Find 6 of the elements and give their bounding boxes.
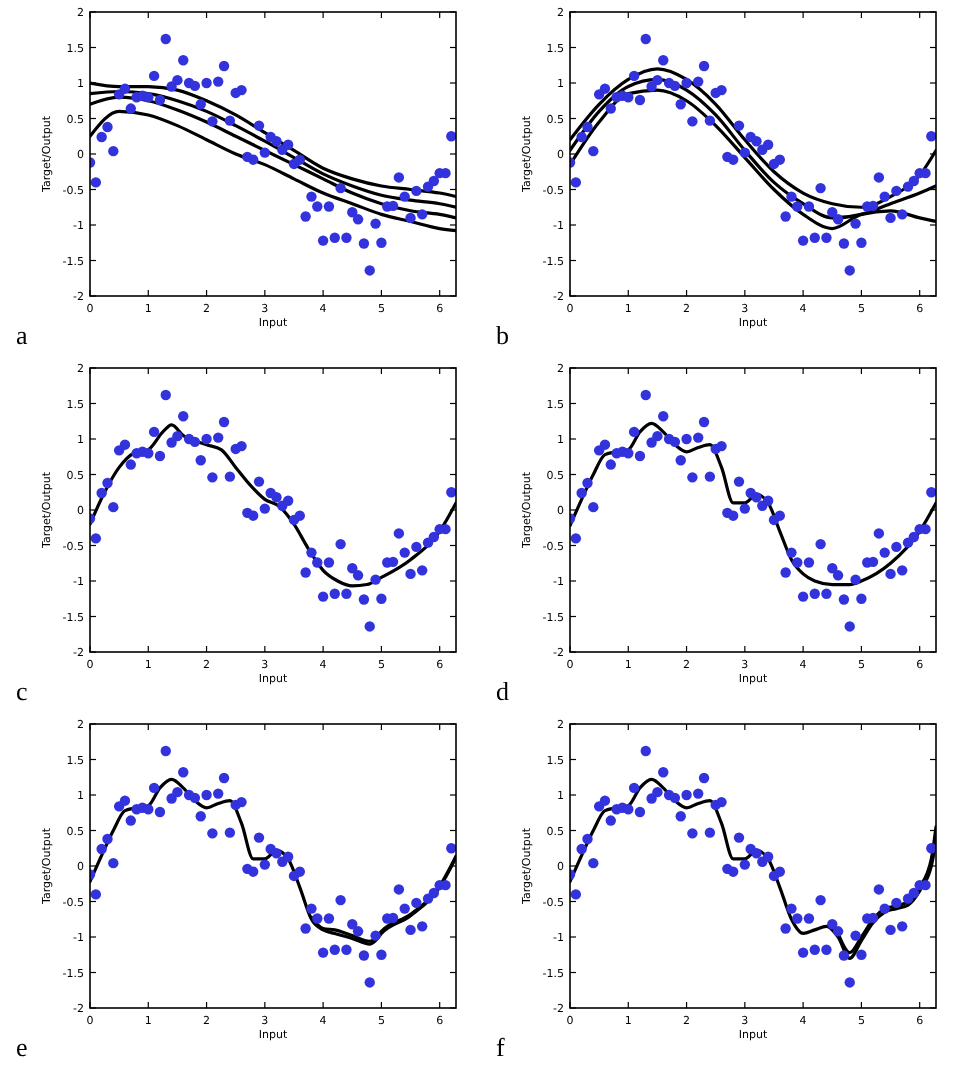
text: e xyxy=(16,1032,28,1062)
text: c xyxy=(16,676,28,706)
text: a xyxy=(16,320,28,350)
text: f xyxy=(496,1032,506,1062)
text: b xyxy=(496,320,509,350)
text: d xyxy=(496,676,510,706)
